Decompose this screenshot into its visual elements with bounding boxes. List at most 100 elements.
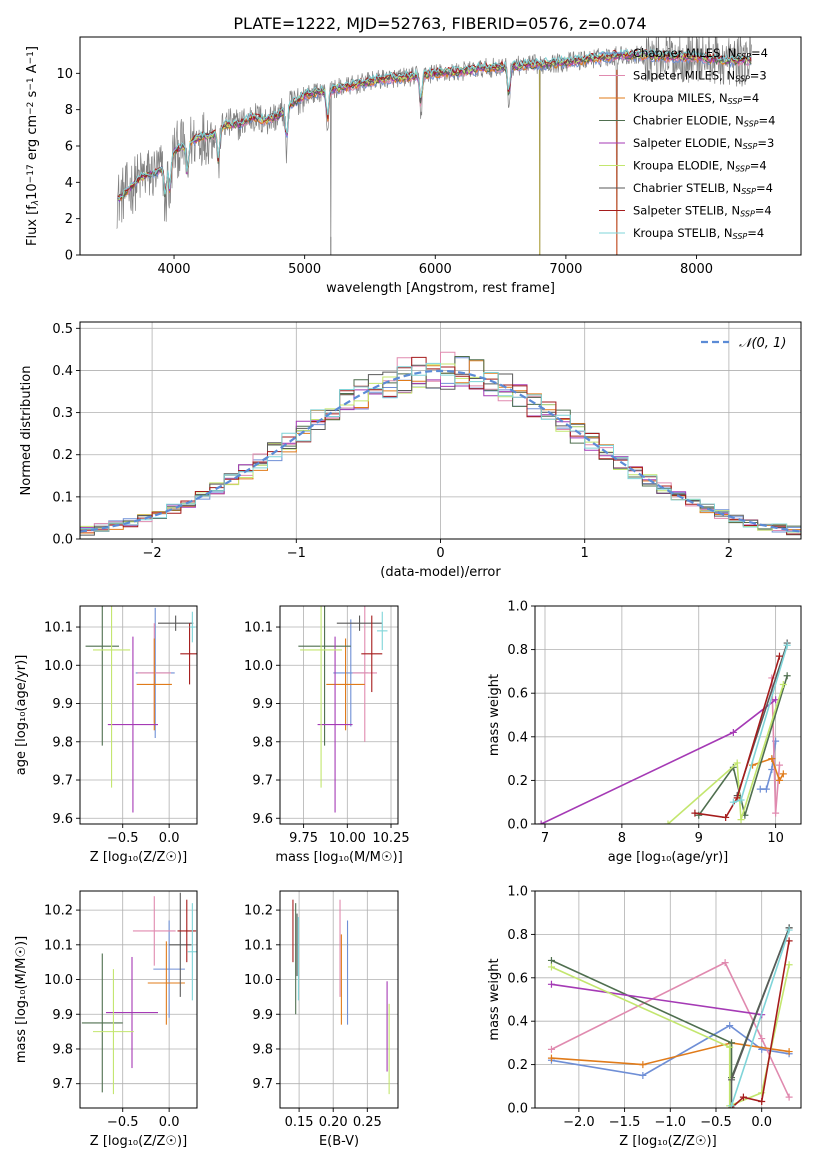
z_vs_weight-x-axis-label: Z [log₁₀(Z/Z☉)] bbox=[619, 1134, 716, 1149]
x-tick-label: 0.0 bbox=[159, 1115, 180, 1130]
z_vs_weight-plot-area bbox=[547, 924, 793, 1108]
z_vs_mass-y-axis-label: mass [log₁₀(M/M☉)] bbox=[14, 936, 29, 1063]
x-tick-label: 0.15 bbox=[285, 1115, 314, 1130]
legend-tail: =4 bbox=[755, 204, 772, 218]
y-tick-label: 9.6 bbox=[252, 812, 273, 827]
x-tick-label: 7000 bbox=[549, 262, 582, 277]
y-label-part: −1 bbox=[26, 77, 36, 90]
weight-marker bbox=[775, 761, 783, 769]
x-tick-label: 10.25 bbox=[372, 831, 409, 846]
x-tick-label: −2 bbox=[143, 546, 162, 561]
y-tick-label: 9.7 bbox=[52, 1077, 73, 1092]
weight-marker bbox=[775, 776, 783, 784]
weight-marker bbox=[547, 1054, 555, 1062]
weight-marker bbox=[537, 820, 545, 824]
z_vs_weight-y-axis-label: mass weight bbox=[487, 958, 502, 1040]
mass_vs_age-plot-area bbox=[298, 606, 388, 813]
legend-entry: Salpeter MILES, NSSP=3 bbox=[633, 69, 767, 84]
y-tick-label: 9.9 bbox=[52, 1008, 73, 1023]
weight-marker bbox=[726, 1022, 734, 1030]
spectrum-model-line bbox=[117, 49, 752, 199]
legend-tail: =4 bbox=[751, 46, 768, 60]
y-tick-label: 0.4 bbox=[52, 364, 73, 379]
y-tick-label: 10.0 bbox=[244, 659, 273, 674]
weight-series-line bbox=[551, 1042, 790, 1066]
weight-marker bbox=[783, 641, 791, 649]
x-tick-label: 8 bbox=[618, 831, 626, 846]
legend-sub: SSP bbox=[740, 210, 755, 219]
x-tick-label: 5000 bbox=[288, 262, 321, 277]
ebv_vs_mass-panel: 0.15 0.20 0.25 9.7 9.8 9.9 10.0 10.1 10.2 E(B-V) bbox=[244, 890, 399, 1149]
legend-tail: =4 bbox=[747, 226, 764, 240]
z_vs_mass-x-axis-label: Z [log₁₀(Z/Z☉)] bbox=[90, 1134, 187, 1149]
weight-marker bbox=[547, 956, 555, 964]
weight-marker bbox=[639, 1061, 647, 1069]
weight-marker bbox=[762, 785, 770, 793]
y-label-part: −1 bbox=[26, 51, 36, 64]
y-tick-label: 0.2 bbox=[507, 774, 528, 789]
x-tick-label: 0 bbox=[436, 546, 444, 561]
x-tick-label: −1.5 bbox=[609, 1115, 641, 1130]
y-tick-label: 9.8 bbox=[252, 1042, 273, 1057]
y-tick-label: 9.9 bbox=[252, 1008, 273, 1023]
weight-marker bbox=[785, 1093, 793, 1101]
spectrum-plot-area bbox=[116, 37, 752, 255]
x-tick-label: 0.20 bbox=[319, 1115, 348, 1130]
legend-label: Chabrier STELIB, N bbox=[633, 181, 741, 195]
age_vs_weight-x-axis-label: age [log₁₀(age/yr)] bbox=[608, 850, 729, 865]
weight-marker bbox=[728, 1102, 736, 1108]
legend-label: Kroupa ELODIE, N bbox=[633, 159, 735, 173]
z_vs_age-x-axis-label: Z [log₁₀(Z/Z☉)] bbox=[90, 850, 187, 865]
y-tick-label: 10 bbox=[56, 67, 73, 82]
weight-marker bbox=[737, 816, 745, 824]
x-tick-label: 10.00 bbox=[329, 831, 366, 846]
weight-series-line bbox=[551, 983, 762, 1016]
legend-sub: SSP bbox=[736, 52, 751, 61]
ebv_vs_mass-plot-area bbox=[292, 899, 390, 1095]
legend-tail: =4 bbox=[759, 114, 776, 128]
z_vs_weight-panel: −2.0 −1.5 −1.0 −0.5 0.0 0.0 0.2 0.4 0.6 0.8 1.0 Z [… bbox=[487, 885, 802, 1149]
z_vs_age-plot-area bbox=[85, 606, 197, 813]
y-tick-label: 0.6 bbox=[507, 687, 528, 702]
y-tick-label: 0.3 bbox=[52, 406, 73, 421]
x-tick-label: −2.0 bbox=[563, 1115, 595, 1130]
y-tick-label: 9.7 bbox=[252, 1077, 273, 1092]
y-label-part: erg cm bbox=[25, 115, 40, 164]
figure-title: PLATE=1222, MJD=52763, FIBERID=0576, z=0… bbox=[233, 14, 646, 33]
z_vs_age-y-axis-label: age [log₁₀(age/yr)] bbox=[14, 655, 29, 776]
legend-label: Salpeter STELIB, N bbox=[633, 204, 740, 218]
age_vs_weight-frame bbox=[534, 605, 802, 825]
y-label-part: s bbox=[25, 90, 40, 101]
legend-sub: SSP bbox=[735, 75, 750, 84]
age_vs_weight-plot-area bbox=[537, 639, 791, 824]
weight-marker bbox=[785, 1048, 793, 1056]
y-tick-label: 9.8 bbox=[52, 1042, 73, 1057]
weight-series-line bbox=[730, 940, 790, 1108]
y-tick-label: 10.1 bbox=[244, 938, 273, 953]
z_vs_mass-panel: −0.5 0.0 9.7 9.8 9.9 10.0 10.1 10.2 Z [log₁₀(Z/Z… bbox=[14, 890, 198, 1149]
legend-sub: SSP bbox=[743, 142, 758, 151]
mass_vs_age-panel: 9.75 10.00 10.25 9.6 9.7 9.8 9.9 10.0 10.1 mass [… bbox=[244, 605, 410, 865]
y-tick-label: 10.2 bbox=[44, 904, 73, 919]
legend-entry: Salpeter ELODIE, NSSP=3 bbox=[633, 136, 774, 151]
y-label-part: A bbox=[25, 64, 40, 77]
weight-marker bbox=[758, 1097, 766, 1105]
legend-label: Chabrier MILES, N bbox=[633, 46, 736, 60]
normal-distribution-curve bbox=[80, 369, 801, 533]
weight-marker bbox=[547, 1045, 555, 1053]
residuals-plot-area bbox=[80, 351, 801, 536]
x-tick-label: 1 bbox=[581, 546, 589, 561]
x-tick-label: −0.5 bbox=[107, 831, 139, 846]
weight-marker bbox=[739, 1093, 747, 1101]
legend-entry: Kroupa ELODIE, NSSP=4 bbox=[633, 159, 767, 174]
y-tick-label: 8 bbox=[65, 103, 73, 118]
x-tick-label: 0.0 bbox=[159, 831, 180, 846]
x-tick-label: 0.0 bbox=[751, 1115, 772, 1130]
y-tick-label: 0.1 bbox=[52, 490, 73, 505]
legend-label: Salpeter MILES, N bbox=[633, 69, 735, 83]
legend-label: Salpeter ELODIE, N bbox=[633, 136, 743, 150]
weight-marker bbox=[733, 759, 741, 767]
x-tick-label: −1.0 bbox=[654, 1115, 686, 1130]
weight-marker bbox=[547, 980, 555, 988]
